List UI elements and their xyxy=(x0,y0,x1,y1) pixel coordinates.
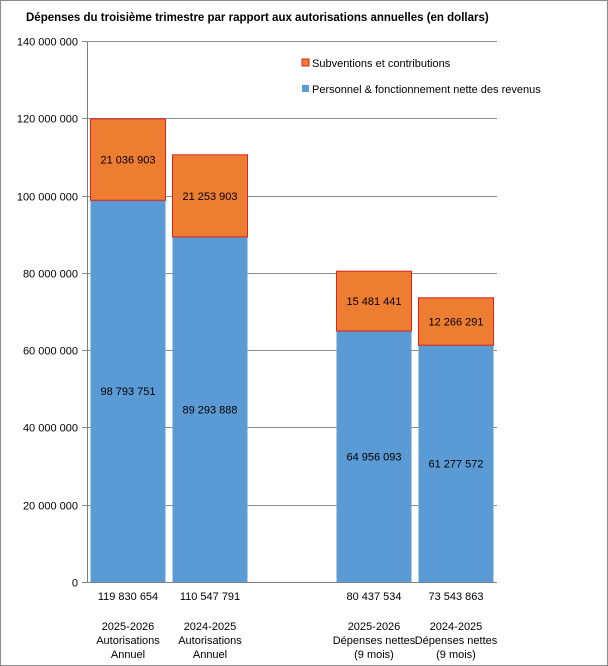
data-label: 89 293 888 xyxy=(182,404,237,416)
y-tick-label: 100 000 000 xyxy=(17,192,78,204)
data-label: 15 481 441 xyxy=(346,296,401,308)
x-tick-label: 2025-2026 xyxy=(348,621,401,633)
x-tick-label: Annuel xyxy=(193,649,227,661)
legend-label: Subventions et contributions xyxy=(312,58,451,70)
legend-swatch xyxy=(301,58,310,67)
legend-swatch xyxy=(302,85,309,92)
chart-title: Dépenses du troisième trimestre par rapp… xyxy=(26,12,489,24)
data-label: 12 266 291 xyxy=(428,317,483,329)
x-tick-label: Dépenses nettes xyxy=(415,635,498,647)
bar-segment xyxy=(172,154,248,238)
bar-segment xyxy=(172,236,248,582)
bar-segment xyxy=(90,118,166,201)
bar-segment xyxy=(418,345,494,582)
x-tick-label: Annuel xyxy=(111,649,145,661)
data-label: 61 277 572 xyxy=(428,459,483,471)
y-tick-label: 140 000 000 xyxy=(17,37,78,49)
x-tick-label: Autorisations xyxy=(178,635,242,647)
x-tick-label: Dépenses nettes xyxy=(333,635,416,647)
data-label: 98 793 751 xyxy=(100,386,155,398)
x-tick-label: Autorisations xyxy=(96,635,160,647)
y-tick-label: 120 000 000 xyxy=(17,114,78,126)
total-label: 73 543 863 xyxy=(428,591,483,603)
total-label: 119 830 654 xyxy=(98,591,158,603)
y-tick-label: 40 000 000 xyxy=(23,423,78,435)
total-label: 80 437 534 xyxy=(346,591,401,603)
x-tick-label: (9 mois) xyxy=(436,649,476,661)
y-tick-label: 80 000 000 xyxy=(23,269,78,281)
x-tick-label: 2025-2026 xyxy=(102,621,155,633)
legend-label: Personnel & fonctionnement nette des rev… xyxy=(312,84,541,96)
bar-segment xyxy=(336,330,412,582)
data-label: 21 036 903 xyxy=(100,155,155,167)
y-tick-label: 0 xyxy=(72,578,78,590)
x-tick-label: 2024-2025 xyxy=(430,621,483,633)
data-label: 21 253 903 xyxy=(182,191,237,203)
total-label: 110 547 791 xyxy=(180,591,240,603)
x-tick-label: (9 mois) xyxy=(354,649,394,661)
data-label: 64 956 093 xyxy=(346,451,401,463)
bar-segment xyxy=(336,270,412,332)
x-tick-label: 2024-2025 xyxy=(184,621,237,633)
bar-segment xyxy=(418,297,494,346)
y-tick-label: 60 000 000 xyxy=(23,346,78,358)
bar-segment xyxy=(90,200,166,582)
y-tick-label: 20 000 000 xyxy=(23,501,78,513)
